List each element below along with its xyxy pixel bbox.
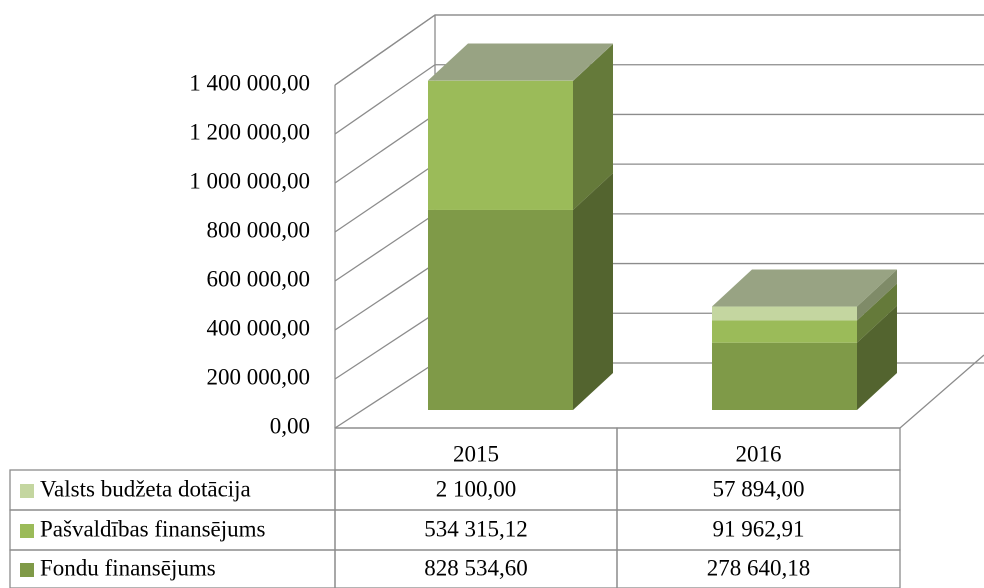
x-tick-label: 2016: [736, 441, 782, 466]
bar: [712, 306, 857, 321]
bar: [712, 320, 857, 343]
bar-side: [857, 305, 897, 410]
legend-label: Valsts budžeta dotācija: [40, 476, 251, 501]
bar: [428, 209, 573, 410]
y-tick-label: 1 200 000,00: [189, 119, 310, 144]
table-cell: [616, 549, 901, 588]
legend-swatch: [20, 563, 34, 577]
y-tick-label: 200 000,00: [207, 364, 311, 389]
bar-top: [428, 43, 613, 81]
bar-side: [573, 172, 613, 410]
y-tick-label: 1 400 000,00: [189, 70, 310, 95]
table-value: 2 100,00: [436, 476, 517, 501]
table-value: 57 894,00: [713, 476, 805, 501]
table-value: 534 315,12: [424, 516, 528, 541]
bar: [428, 80, 573, 210]
bar-side: [857, 269, 897, 321]
table-value: 828 534,60: [424, 555, 528, 580]
y-tick-label: 400 000,00: [207, 315, 311, 340]
table-value: 91 962,91: [713, 516, 805, 541]
legend-swatch: [20, 484, 34, 498]
legend-label: Fondu finansējums: [40, 555, 216, 580]
y-tick-label: 600 000,00: [207, 266, 311, 291]
y-tick-label: 1 000 000,00: [189, 168, 310, 193]
table-value: 278 640,18: [707, 555, 811, 580]
bar: [428, 80, 573, 81]
bar-side: [857, 283, 897, 343]
bar-side: [573, 43, 613, 81]
legend-swatch: [20, 524, 34, 538]
legend-label: Pašvaldības finansējums: [40, 516, 266, 541]
grid-line: [334, 14, 984, 86]
bar-side: [573, 43, 613, 210]
x-tick-label: 2015: [453, 441, 499, 466]
grid-line: [334, 64, 984, 135]
y-tick-label: 0,00: [270, 413, 310, 438]
y-tick-label: 800 000,00: [207, 217, 311, 242]
bar: [712, 342, 857, 410]
back-wall-top: [334, 14, 984, 86]
bar-top: [712, 269, 897, 307]
